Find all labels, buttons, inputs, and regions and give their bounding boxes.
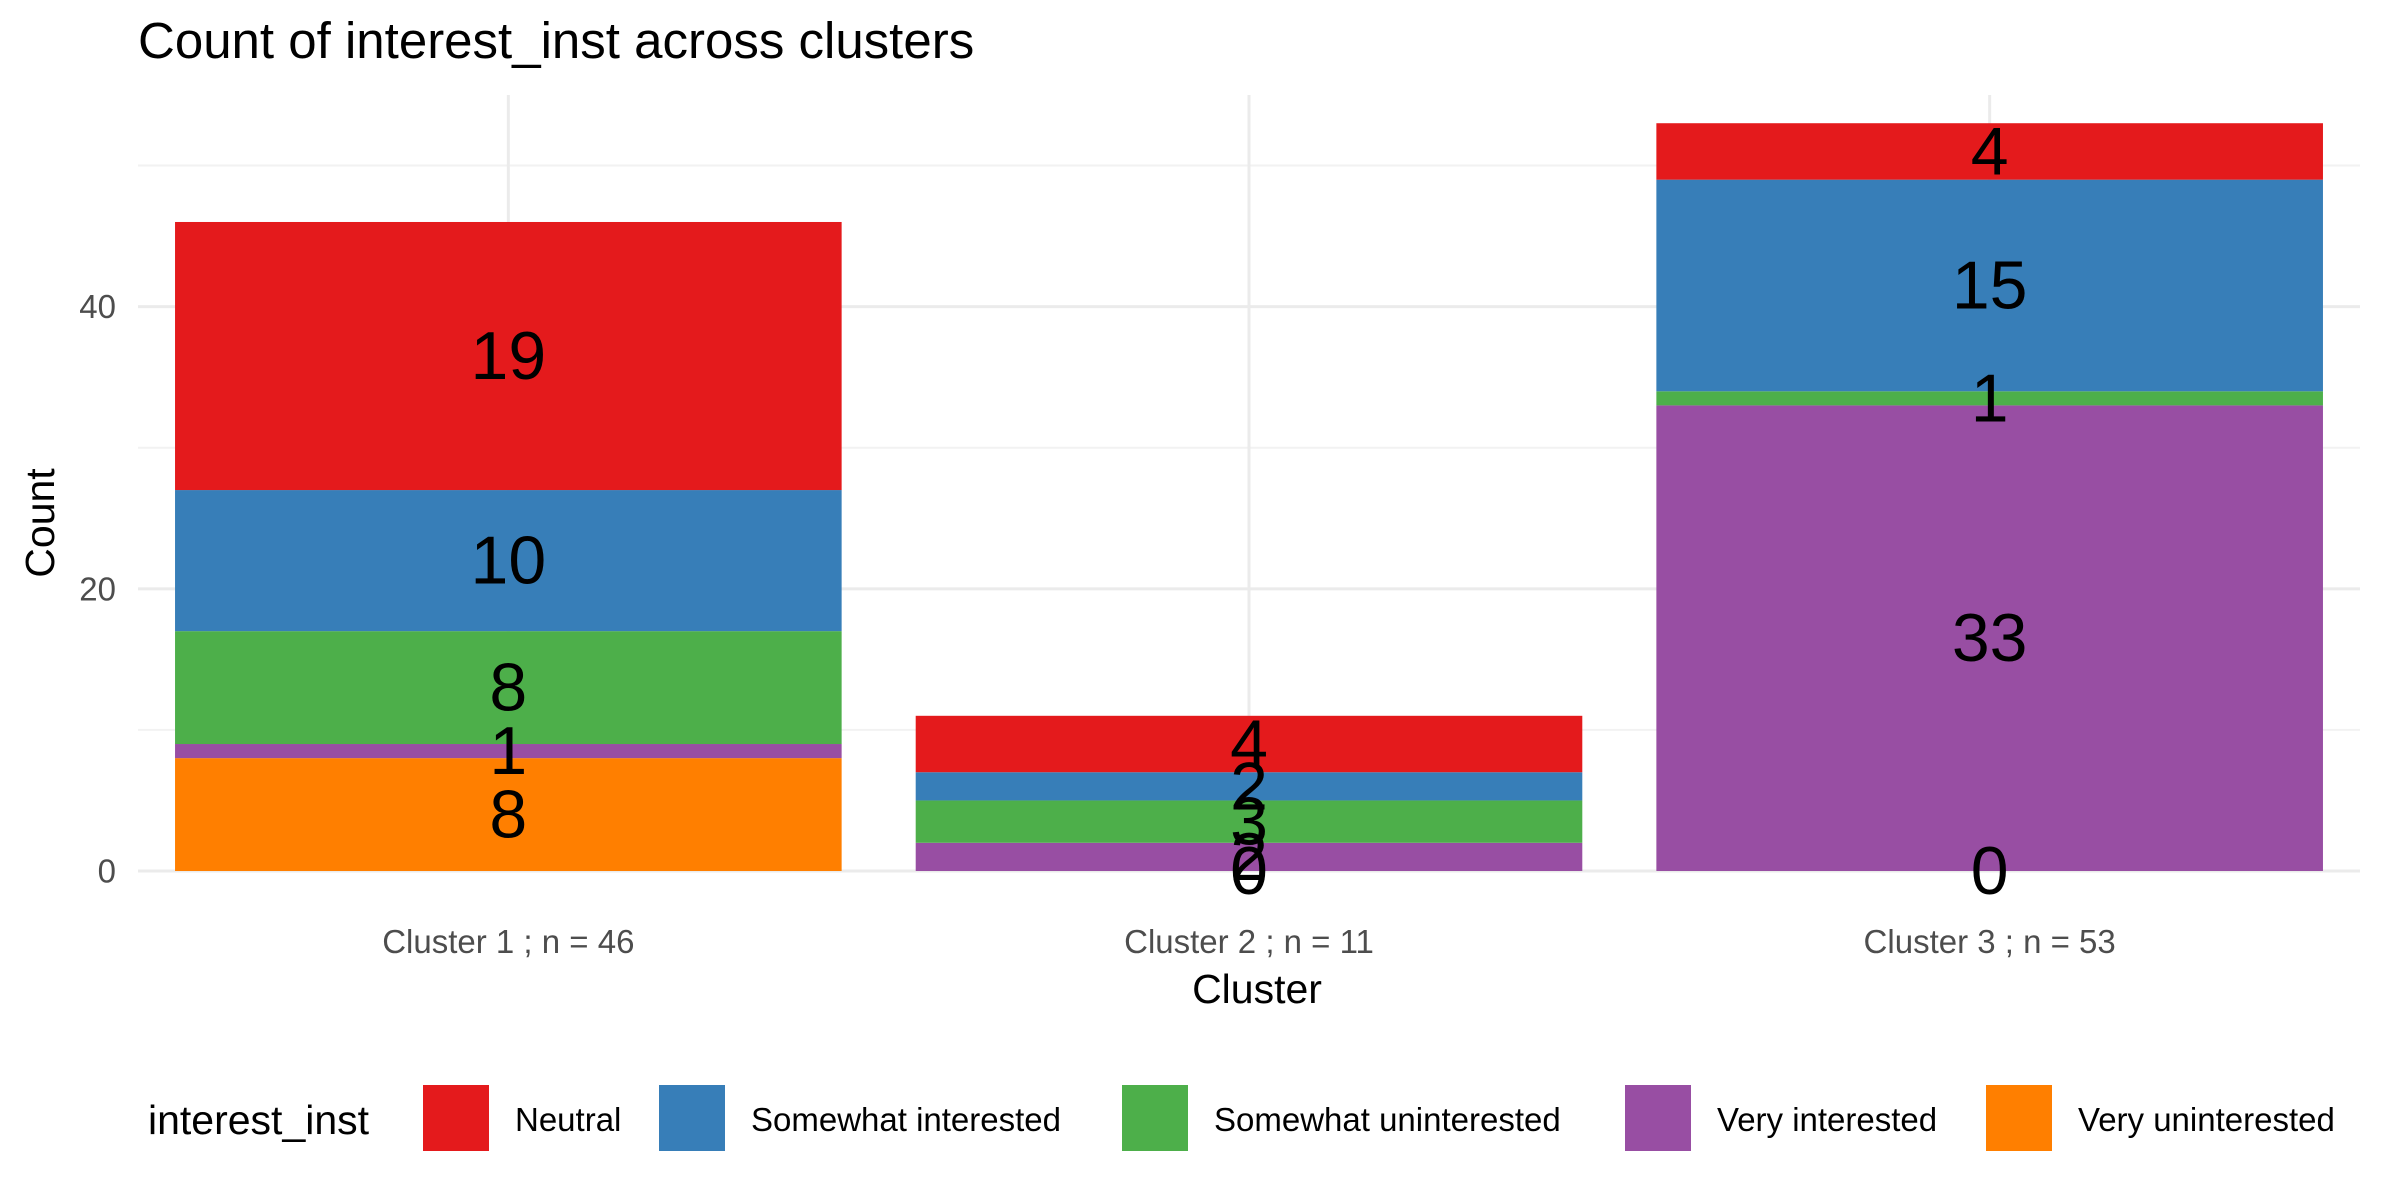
data-label: 15: [1952, 247, 2028, 323]
data-label: 8: [489, 650, 527, 726]
legend: interest_inst Neutral Somewhat interested…: [148, 1085, 2335, 1151]
bar-segment: [1656, 405, 2323, 871]
legend-label: Somewhat interested: [751, 1101, 1061, 1138]
legend-label: Very interested: [1717, 1101, 1937, 1138]
y-tick-label: 40: [79, 288, 116, 325]
bar-segment: [1656, 179, 2323, 392]
bar-segment: [175, 221, 842, 491]
bar-segment: [175, 490, 842, 632]
data-label: 4: [1230, 706, 1268, 782]
bar-segment: [915, 800, 1583, 843]
x-tick-label: Cluster 1 ; n = 46: [382, 923, 634, 960]
legend-key: [1625, 1085, 1691, 1151]
bars: [175, 123, 2323, 871]
legend-label: Very uninterested: [2078, 1101, 2335, 1138]
y-axis-ticks: 0 20 40: [79, 288, 116, 889]
y-axis-label: Count: [17, 468, 63, 578]
legend-label: Neutral: [515, 1101, 621, 1138]
data-label: 8: [489, 777, 527, 853]
bar-segment: [1656, 391, 2323, 406]
data-label: 2: [1230, 819, 1268, 895]
bar-segment: [175, 631, 842, 745]
legend-key: [1986, 1085, 2052, 1151]
data-label: 3: [1230, 784, 1268, 860]
bar-segment: [1656, 123, 2323, 180]
bar-segment: [915, 772, 1583, 801]
bar-segment: [175, 744, 842, 759]
data-label: 2: [1230, 748, 1268, 824]
bar-segment: [175, 758, 842, 871]
chart-title: Count of interest_inst across clusters: [138, 12, 974, 69]
legend-key: [1122, 1085, 1188, 1151]
legend-label: Somewhat uninterested: [1214, 1101, 1561, 1138]
legend-item: Very interested: [1625, 1085, 1937, 1151]
legend-key: [659, 1085, 725, 1151]
x-axis-ticks: Cluster 1 ; n = 46 Cluster 2 ; n = 11 Clus…: [382, 923, 2116, 960]
data-label: 4: [1971, 113, 2009, 189]
data-label: 10: [471, 523, 547, 599]
data-label: 33: [1952, 600, 2028, 676]
legend-key: [423, 1085, 489, 1151]
x-tick-label: Cluster 3 ; n = 53: [1864, 923, 2116, 960]
data-label: 1: [1971, 360, 2009, 436]
data-label: 1: [489, 713, 527, 789]
legend-item: Somewhat interested: [659, 1085, 1061, 1151]
legend-item: Neutral: [423, 1085, 621, 1151]
data-label: 19: [471, 318, 547, 394]
y-tick-label: 20: [79, 570, 116, 607]
legend-item: Very uninterested: [1986, 1085, 2335, 1151]
data-label: 0: [1230, 833, 1268, 909]
y-tick-label: 0: [98, 853, 116, 890]
data-label: 0: [1971, 833, 2009, 909]
bar-segment: [915, 715, 1583, 773]
x-axis-label: Cluster: [1192, 966, 1322, 1012]
legend-title: interest_inst: [148, 1097, 370, 1143]
legend-item: Somewhat uninterested: [1122, 1085, 1561, 1151]
x-tick-label: Cluster 2 ; n = 11: [1124, 923, 1374, 960]
bar-segment: [915, 842, 1583, 871]
